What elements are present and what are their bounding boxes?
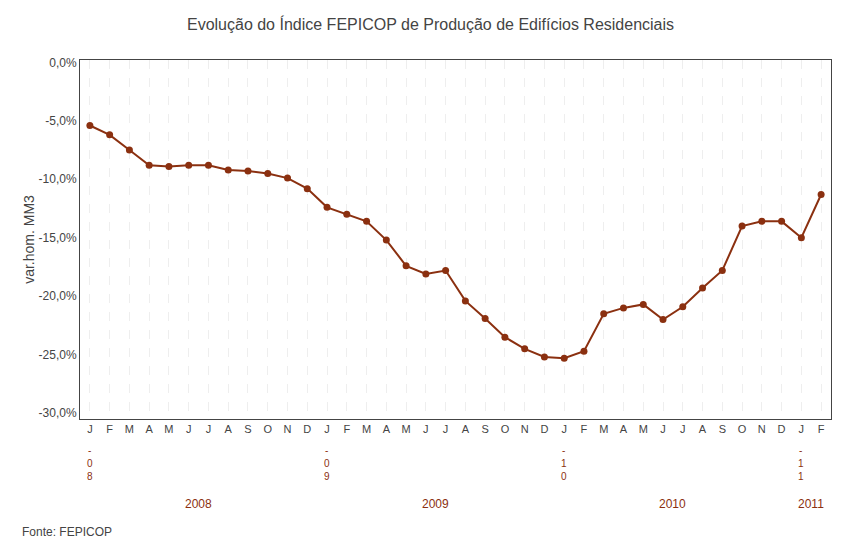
- svg-text:-10,0%: -10,0%: [39, 172, 77, 186]
- svg-text:-20,0%: -20,0%: [39, 289, 77, 303]
- svg-text:F: F: [106, 423, 113, 435]
- svg-text:O: O: [263, 423, 272, 435]
- svg-text:2010: 2010: [659, 497, 686, 511]
- svg-text:-08: -08: [87, 445, 93, 482]
- svg-text:2008: 2008: [185, 497, 212, 511]
- svg-text:M: M: [164, 423, 173, 435]
- svg-text:M: M: [402, 423, 411, 435]
- svg-text:D: D: [778, 423, 786, 435]
- svg-text:M: M: [599, 423, 608, 435]
- svg-text:A: A: [620, 423, 628, 435]
- svg-text:var.hom. MM3: var.hom. MM3: [21, 195, 37, 284]
- svg-text:D: D: [303, 423, 311, 435]
- svg-text:S: S: [244, 423, 251, 435]
- svg-text:A: A: [699, 423, 707, 435]
- svg-text:M: M: [639, 423, 648, 435]
- svg-text:F: F: [818, 423, 825, 435]
- svg-text:A: A: [462, 423, 470, 435]
- svg-text:J: J: [186, 423, 192, 435]
- svg-text:J: J: [680, 423, 686, 435]
- svg-text:-15,0%: -15,0%: [39, 231, 77, 245]
- svg-text:J: J: [561, 423, 567, 435]
- svg-text:J: J: [87, 423, 93, 435]
- svg-text:S: S: [719, 423, 726, 435]
- svg-text:A: A: [145, 423, 153, 435]
- svg-text:O: O: [738, 423, 747, 435]
- svg-text:M: M: [125, 423, 134, 435]
- svg-text:S: S: [481, 423, 488, 435]
- svg-text:F: F: [581, 423, 588, 435]
- svg-text:N: N: [284, 423, 292, 435]
- svg-text:Fonte: FEPICOP: Fonte: FEPICOP: [22, 525, 112, 539]
- svg-text:-30,0%: -30,0%: [39, 406, 77, 420]
- svg-text:A: A: [383, 423, 391, 435]
- svg-text:D: D: [540, 423, 548, 435]
- svg-text:-5,0%: -5,0%: [45, 114, 77, 128]
- svg-text:0,0%: 0,0%: [49, 56, 77, 70]
- svg-text:F: F: [343, 423, 350, 435]
- svg-text:J: J: [799, 423, 805, 435]
- svg-text:N: N: [521, 423, 529, 435]
- svg-text:-25,0%: -25,0%: [39, 348, 77, 362]
- svg-text:-09: -09: [324, 445, 330, 482]
- svg-text:Evolução do Índice FEPICOP de: Evolução do Índice FEPICOP de Produção d…: [187, 15, 674, 33]
- svg-text:J: J: [660, 423, 666, 435]
- svg-text:J: J: [443, 423, 449, 435]
- svg-text:-10: -10: [561, 445, 567, 482]
- svg-text:J: J: [423, 423, 429, 435]
- svg-text:N: N: [758, 423, 766, 435]
- svg-text:2011: 2011: [798, 497, 824, 511]
- svg-text:J: J: [324, 423, 330, 435]
- svg-text:O: O: [501, 423, 510, 435]
- svg-text:J: J: [206, 423, 212, 435]
- svg-text:A: A: [225, 423, 233, 435]
- svg-text:2009: 2009: [422, 497, 449, 511]
- svg-text:-11: -11: [798, 445, 804, 482]
- svg-text:M: M: [362, 423, 371, 435]
